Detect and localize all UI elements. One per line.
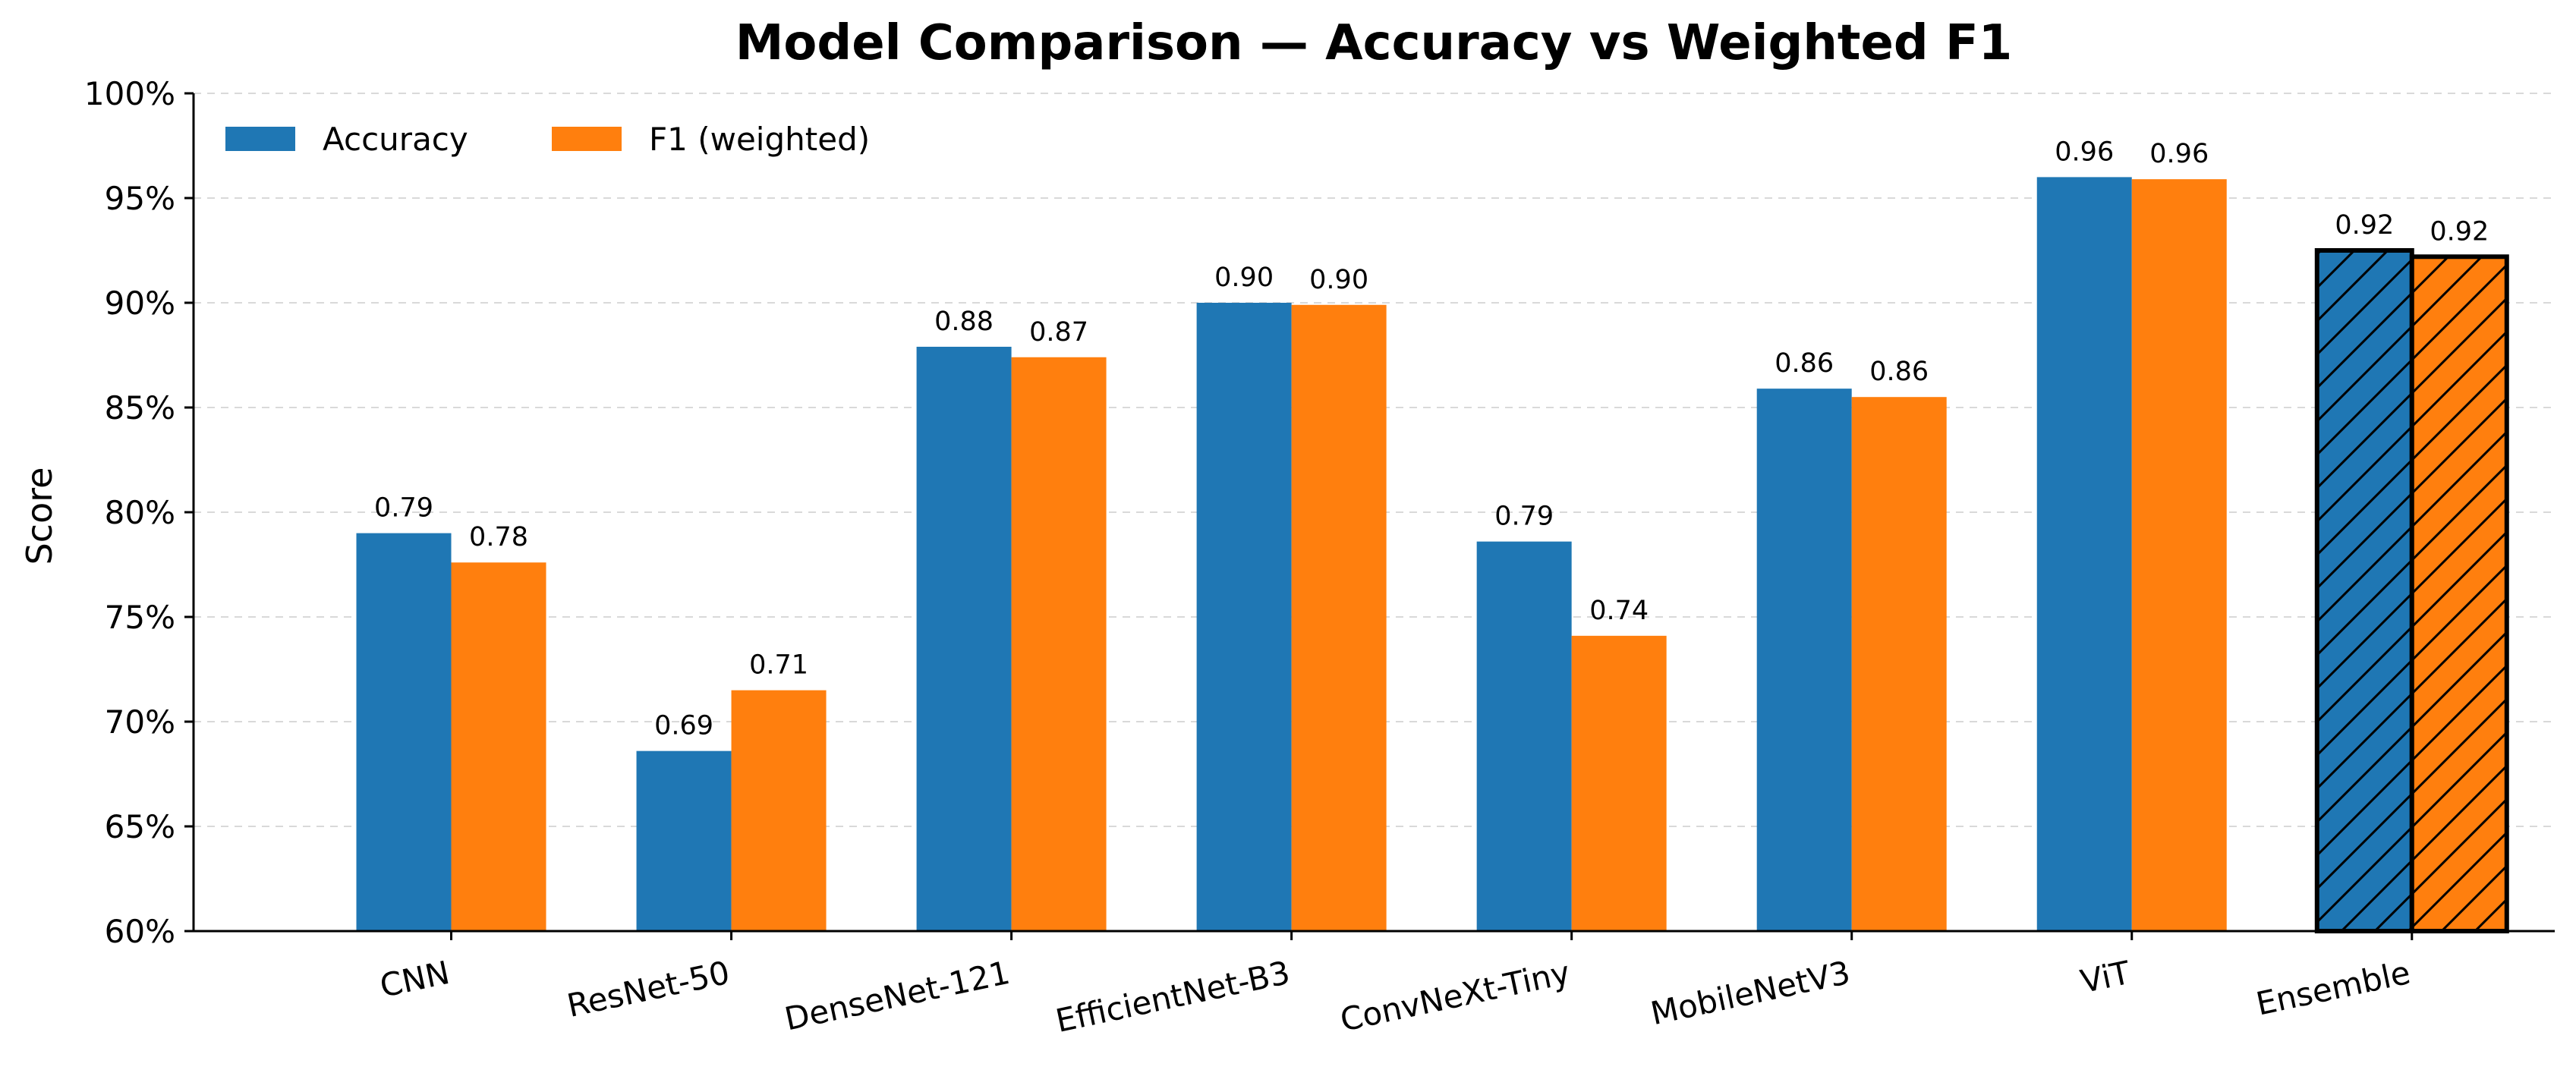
bar (1291, 304, 1387, 931)
bar (2036, 177, 2132, 931)
y-tick-label: 70% (105, 703, 175, 741)
value-labels: 0.79 0.78 0.69 0.71 0.88 0.87 0.90 0.90 0.79 0.74… (374, 137, 2489, 741)
bar-value-label: 0.96 (2055, 137, 2114, 167)
bar-value-label: 0.86 (1775, 348, 1834, 379)
bar-value-label: 0.92 (2335, 210, 2394, 241)
x-tick-label: CNN (376, 954, 452, 1005)
y-axis-label: Score (19, 467, 60, 565)
bar-value-label: 0.79 (1494, 502, 1554, 532)
bar (1011, 357, 1107, 931)
x-tick-label: MobileNetV3 (1647, 954, 1853, 1032)
bar-value-label: 0.90 (1214, 263, 1274, 293)
bar (1196, 303, 1292, 931)
bar-value-label: 0.78 (469, 522, 528, 552)
bar-value-label: 0.92 (2430, 216, 2489, 247)
bar (451, 562, 546, 931)
bar-highlight-hatch (2314, 248, 2414, 933)
bar-highlight-hatch (2409, 254, 2509, 933)
y-tick-label: 100% (84, 75, 175, 112)
x-tick-label: Ensemble (2253, 954, 2414, 1023)
bar (1476, 541, 1572, 931)
bar-value-label: 0.96 (2149, 139, 2209, 169)
y-tick-label: 95% (105, 180, 175, 217)
x-tick-label: EfficientNet-B3 (1053, 954, 1293, 1040)
legend: Accuracy F1 (weighted) (225, 121, 870, 158)
x-tick-label: DenseNet-121 (781, 954, 1012, 1038)
legend-label: F1 (weighted) (649, 121, 870, 158)
bar-value-label: 0.87 (1029, 317, 1088, 348)
bar (356, 533, 452, 931)
bars (356, 177, 2509, 933)
legend-swatch (552, 127, 622, 151)
bar (1851, 397, 1947, 931)
bar (731, 690, 827, 931)
bar (636, 750, 732, 931)
bar (916, 346, 1012, 932)
y-tick-label: 85% (105, 389, 175, 426)
bar-value-label: 0.71 (749, 650, 808, 681)
bar (1756, 389, 1852, 931)
x-tick-label: ResNet-50 (564, 954, 733, 1024)
chart-title: Model Comparison — Accuracy vs Weighted … (735, 15, 2013, 71)
y-tick-label: 90% (105, 285, 175, 322)
bar-value-label: 0.69 (654, 711, 713, 741)
y-tick-label: 75% (105, 599, 175, 636)
y-tick-label: 80% (105, 494, 175, 531)
bar (2131, 179, 2227, 931)
bar (1571, 635, 1667, 931)
bar-value-label: 0.74 (1589, 596, 1649, 626)
x-tick-label: ViT (2077, 954, 2134, 1001)
y-tick-label: 65% (105, 808, 175, 845)
bar-value-label: 0.88 (934, 307, 994, 337)
legend-label: Accuracy (323, 121, 468, 158)
y-tick-label: 60% (105, 913, 175, 950)
bar-value-label: 0.90 (1309, 265, 1368, 295)
bar-value-label: 0.86 (1869, 357, 1929, 387)
x-tick-label: ConvNeXt-Tiny (1337, 954, 1573, 1039)
legend-swatch (225, 127, 295, 151)
bar-value-label: 0.79 (374, 493, 433, 524)
